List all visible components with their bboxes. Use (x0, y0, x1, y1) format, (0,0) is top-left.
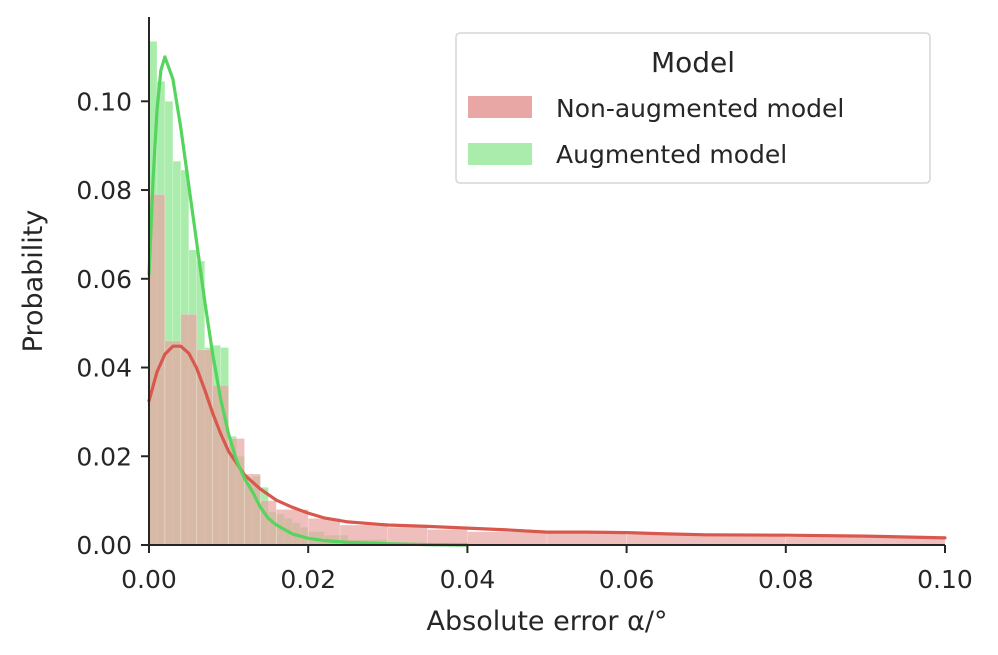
legend-label-non-augmented: Non-augmented model (556, 94, 844, 123)
y-ticks: 0.00 0.02 0.04 0.06 0.08 0.10 (76, 87, 149, 560)
bar-series-0-bin-12 (427, 529, 468, 546)
bar-series-0-bin-13 (467, 531, 548, 546)
x-ticks: 0.00 0.02 0.04 0.06 0.08 0.10 (121, 545, 973, 594)
y-tick-label: 0.10 (76, 87, 132, 116)
bar-series-0-bin-4 (212, 384, 229, 546)
bar-series-0-bin-1 (164, 340, 182, 546)
x-axis-title: Absolute error α/° (427, 606, 668, 637)
y-tick-label: 0.04 (76, 354, 132, 383)
y-axis-title: Probability (18, 210, 49, 353)
kde-line-series-0 (147, 344, 947, 540)
legend-swatch-augmented (468, 143, 532, 165)
x-tick-label: 0.04 (440, 565, 496, 594)
y-tick-label: 0.02 (76, 442, 132, 471)
legend-frame (455, 32, 931, 184)
x-tick-label: 0.00 (121, 565, 177, 594)
x-tick-label: 0.08 (758, 565, 814, 594)
bar-series-0-bin-14 (546, 532, 627, 546)
x-tick-label: 0.06 (599, 565, 655, 594)
legend-label-augmented: Augmented model (556, 140, 787, 169)
y-tick-label: 0.06 (76, 265, 132, 294)
y-tick-label: 0.00 (76, 531, 132, 560)
y-tick-label: 0.08 (76, 176, 132, 205)
kde-line-series-1 (147, 55, 469, 547)
legend: Model Non-augmented model Augmented mode… (455, 32, 931, 184)
histogram-bars (148, 41, 946, 546)
x-tick-label: 0.10 (917, 565, 973, 594)
kde-curves (147, 55, 947, 547)
legend-swatch-non-augmented (468, 96, 532, 118)
x-tick-label: 0.02 (280, 565, 336, 594)
legend-title: Model (651, 46, 735, 79)
